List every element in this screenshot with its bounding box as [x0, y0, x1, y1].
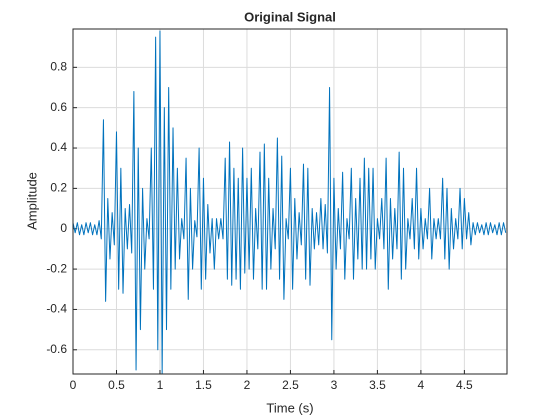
y-tick-label: 0.6 [50, 100, 67, 114]
x-tick-label: 1 [157, 378, 164, 392]
x-tick-label: 2.5 [282, 378, 299, 392]
x-tick-label: 2 [244, 378, 251, 392]
x-tick-label: 1.5 [195, 378, 212, 392]
y-tick-label: 0.8 [50, 60, 67, 74]
signal-line [72, 30, 507, 375]
plot-box [72, 28, 508, 375]
x-tick-label: 4.5 [456, 378, 473, 392]
x-tick-label: 0.5 [108, 378, 125, 392]
y-tick-label: -0.4 [46, 302, 67, 316]
x-tick-label: 3.5 [369, 378, 386, 392]
x-tick-label: 0 [70, 378, 77, 392]
chart-title: Original Signal [244, 9, 336, 24]
x-tick-label: 4 [418, 378, 425, 392]
y-tick-label: -0.6 [46, 342, 67, 356]
x-tick-label: 3 [331, 378, 338, 392]
y-tick-label: 0.2 [50, 181, 67, 195]
y-axis-label: Amplitude [24, 172, 39, 230]
y-tick-label: -0.2 [46, 261, 67, 275]
y-tick-label: 0 [60, 221, 67, 235]
y-tick-label: 0.4 [50, 140, 67, 154]
x-axis-label: Time (s) [266, 400, 313, 415]
